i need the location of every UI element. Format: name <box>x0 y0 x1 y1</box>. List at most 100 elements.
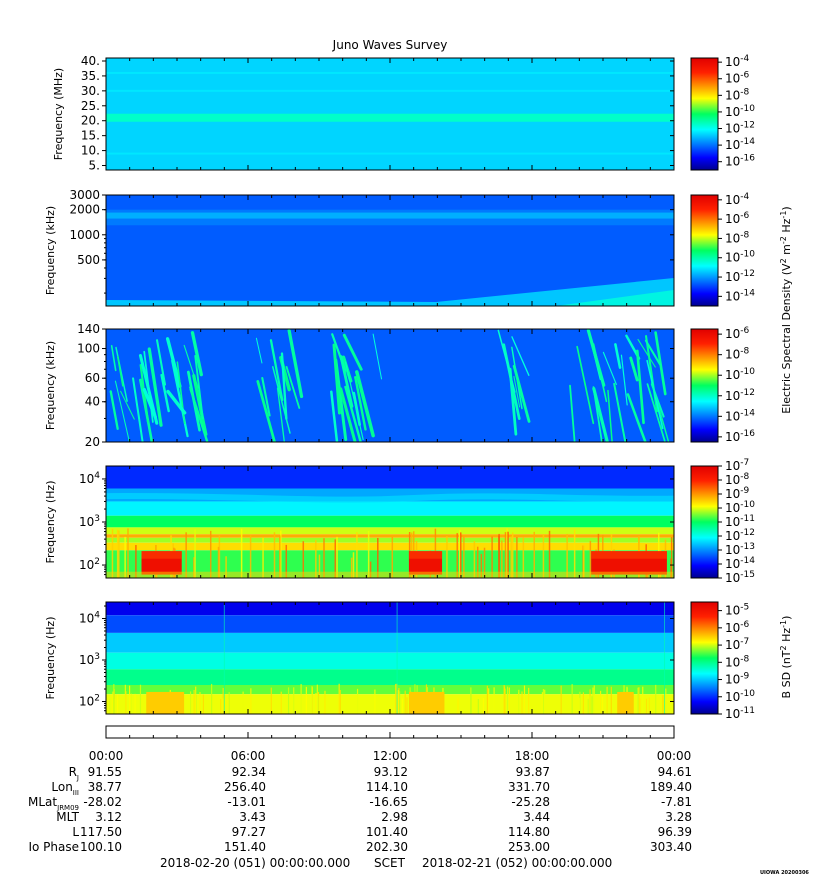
electric-title-part4: ) <box>780 206 793 210</box>
colorbar-tick-label: 10-14 <box>725 288 755 303</box>
colorbar-tick-label: 10-13 <box>725 542 755 557</box>
ephemeris-value: 38.77 <box>88 780 122 794</box>
tick-exponent: -6 <box>740 211 749 221</box>
tick-base: 10 <box>725 459 740 473</box>
colorbar-tick-label: 10-8 <box>725 87 750 102</box>
tick-base: 10 <box>725 231 740 245</box>
tick-base: 10 <box>725 389 740 403</box>
spectral-band <box>106 684 674 695</box>
y-tick-label: 2000 <box>69 203 100 217</box>
tick-exponent: -11 <box>740 514 755 524</box>
tick-base: 10 <box>725 655 740 669</box>
tick-exponent: -9 <box>740 486 749 496</box>
colorbar-tick-label: 10-12 <box>725 388 755 403</box>
colorbar-tick-label: 10-12 <box>725 528 755 543</box>
y-tick-label: 40 <box>85 395 100 409</box>
y-tick-label: 103 <box>79 652 100 667</box>
ephemeris-row-label: MLatJRM09 <box>28 795 79 812</box>
y-axis-label: Frequency (kHz) <box>44 341 57 430</box>
ephemeris-value: -16.65 <box>369 795 408 809</box>
tick-exponent: -10 <box>740 689 755 699</box>
tick-base: 10 <box>725 270 740 284</box>
emission-streak <box>190 331 203 377</box>
faint-band <box>106 89 674 92</box>
tick-exponent: -8 <box>740 87 749 97</box>
y-tick-label: 35. <box>81 69 100 83</box>
row-label-subscript: JRM09 <box>56 804 79 812</box>
row-label-name: R <box>69 765 77 779</box>
ephemeris-value: 331.70 <box>508 780 550 794</box>
emission-streak <box>576 345 595 425</box>
emission-streak <box>255 337 263 364</box>
tick-base: 10 <box>725 72 740 86</box>
time-label: 00:00 <box>89 749 124 763</box>
spectrogram-image <box>106 466 674 578</box>
colorbar-tick-label: 10-6 <box>725 211 750 226</box>
tick-base: 10 <box>725 543 740 557</box>
tick-base: 10 <box>725 348 740 362</box>
y-axis-label: Frequency (MHz) <box>52 68 65 160</box>
ephemeris-value: -13.01 <box>227 795 266 809</box>
y-tick-label: 30. <box>81 84 100 98</box>
y-axis-label: Frequency (Hz) <box>44 617 57 700</box>
spectral-band <box>106 515 674 528</box>
ephemeris-value: 3.28 <box>665 810 692 824</box>
band <box>106 212 674 219</box>
colorbar-tick-label: 10-10 <box>725 500 755 515</box>
colorbar-tick-label: 10-7 <box>725 458 749 473</box>
colorbar-tick-label: 10-16 <box>725 429 755 444</box>
tick-exponent: -10 <box>740 250 755 260</box>
emission-streak <box>626 393 647 442</box>
tick-base: 10 <box>725 515 740 529</box>
faint-band <box>106 152 674 155</box>
tick-exponent: -14 <box>740 137 755 147</box>
y-tick-label: 102 <box>79 694 100 709</box>
emission-streak <box>120 390 135 420</box>
emission-streak <box>629 356 639 382</box>
tick-exponent: -10 <box>740 104 755 114</box>
time-axis: 00:00 06:00 12:00 18:00 00:00 <box>89 725 691 763</box>
tick-base: 10 <box>725 529 740 543</box>
spectrogram-image <box>106 602 674 714</box>
row-label-name: Lon <box>51 780 72 794</box>
emission-streak <box>592 387 609 442</box>
time-label: 12:00 <box>373 749 408 763</box>
tick-exponent: -5 <box>740 603 749 613</box>
time-label: 18:00 <box>515 749 550 763</box>
y-tick-label: 100 <box>77 342 100 356</box>
tick-exponent: -8 <box>740 654 749 664</box>
colorbar-tick-label: 10-6 <box>725 71 750 86</box>
spectrogram-image <box>106 329 674 442</box>
colorbar-tick-label: 10-15 <box>725 570 755 585</box>
ephemeris-value: -7.81 <box>661 795 692 809</box>
tick-base: 10 <box>725 621 740 635</box>
emission-streak <box>147 347 163 427</box>
colorbar-frame <box>690 194 719 307</box>
ephemeris-value: 94.61 <box>658 765 692 779</box>
electric-title-exp2: -2 <box>779 236 788 244</box>
emission-streak <box>261 376 271 417</box>
tick-base: 10 <box>725 368 740 382</box>
y-tick-label: 20 <box>85 435 100 449</box>
spectral-band <box>106 669 674 685</box>
magnetic-title-exp2: -1 <box>779 620 788 628</box>
electric-title-exp1: 2 <box>779 258 788 263</box>
band <box>106 113 674 122</box>
spectral-band <box>106 632 674 653</box>
emission-edge <box>408 551 443 559</box>
colorbar <box>691 329 718 442</box>
ephemeris-row-label: L <box>72 825 79 839</box>
emission-streak <box>110 345 117 372</box>
colorbar-tick-label: 10-8 <box>725 654 750 669</box>
colorbar-tick-label: 10-8 <box>725 347 750 362</box>
y-tick-label: 500 <box>77 253 100 267</box>
footer-scet-label: SCET <box>374 856 406 870</box>
tick-base: 10 <box>725 212 740 226</box>
ephemeris-value: 97.27 <box>232 825 266 839</box>
emission-streak <box>344 385 362 442</box>
emission-streak <box>342 333 363 371</box>
